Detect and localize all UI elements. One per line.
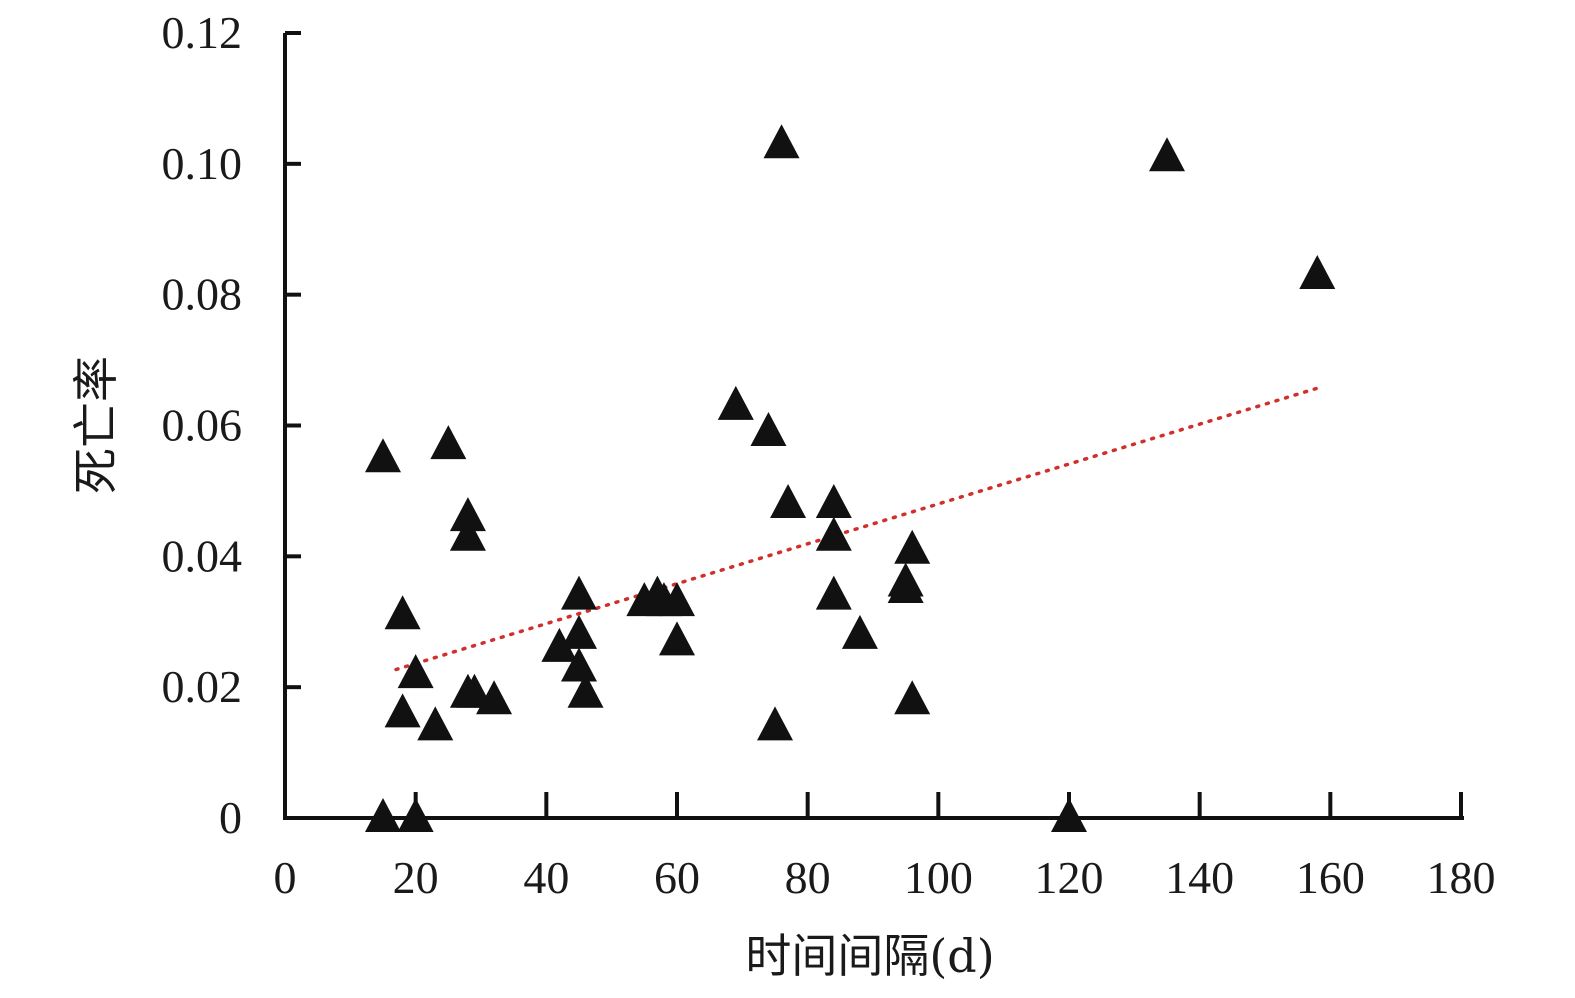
data-point [561,647,597,682]
x-tick-label: 60 [654,852,700,903]
trendline [394,386,1320,672]
data-point [894,680,931,715]
data-point [430,425,467,460]
x-tick-label: 120 [1035,852,1104,903]
data-points [365,124,1336,832]
x-tick-label: 160 [1296,852,1365,903]
y-tick-label: 0 [219,792,242,843]
data-point [887,569,924,604]
data-point [449,516,486,551]
x-tick-label: 140 [1165,852,1234,903]
data-point [815,516,852,551]
y-ticks: 0 0.02 0.04 0.06 0.08 0.10 0.12 [162,7,301,843]
trendline-layer [394,386,1320,672]
x-tick-label: 100 [904,852,973,903]
data-point [384,693,421,728]
x-tick-label: 80 [785,852,831,903]
data-point [1149,137,1185,172]
x-tick-label: 20 [393,852,439,903]
data-point [815,484,852,518]
data-point [397,798,434,832]
data-point [365,798,401,832]
data-point [1299,255,1336,290]
y-tick-label: 0.10 [162,138,243,189]
data-point [659,621,695,656]
data-point [397,654,434,689]
data-point [561,575,597,610]
y-tick-label: 0.04 [162,530,243,581]
data-point [717,385,754,420]
data-point [449,497,486,532]
data-point [365,438,401,473]
data-point [757,706,793,741]
x-tick-label: 0 [274,852,297,903]
y-tick-label: 0.08 [162,269,243,320]
x-axis-title: 时间间隔(d) [745,929,994,983]
data-point [815,575,852,610]
data-point [894,529,931,564]
y-tick-label: 0.06 [162,400,243,451]
data-point [476,680,513,715]
y-axis-title: 死亡率 [69,356,123,494]
data-point [541,627,578,662]
data-point [770,484,807,518]
x-tick-label: 180 [1427,852,1496,903]
x-tick-label: 40 [523,852,569,903]
y-tick-label: 0.12 [162,7,243,58]
data-point [1051,798,1087,832]
x-ticks: 0 20 40 60 80 100 120 140 160 180 [274,792,1496,903]
data-point [384,595,421,630]
data-point [841,614,878,649]
y-tick-label: 0.02 [162,661,243,712]
data-point [456,673,493,708]
data-point [750,412,787,447]
data-point [417,706,454,741]
data-point [561,614,597,649]
data-point [567,673,604,708]
data-point [659,582,695,617]
data-point [763,124,800,159]
